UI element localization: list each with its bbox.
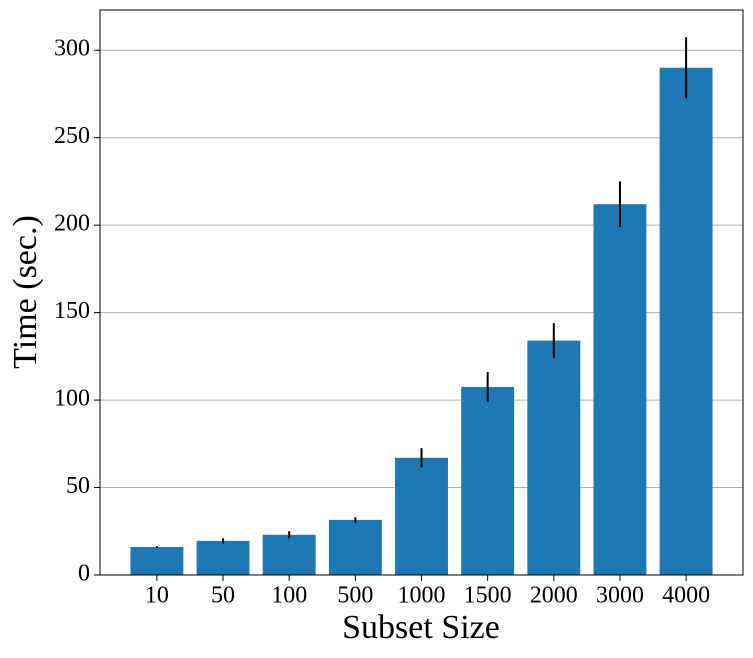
bar [461,386,515,575]
x-tick-label: 500 [337,583,373,609]
bar [593,204,647,575]
bar [130,547,184,575]
y-tick-label: 200 [54,211,90,237]
y-tick-label: 250 [54,123,90,149]
bar [395,457,448,575]
x-tick-label: 10 [145,583,169,609]
x-tick-label: 4000 [662,583,710,609]
x-tick-label: 100 [271,583,307,609]
plot-frame [99,9,744,576]
y-tick-label: 150 [54,298,90,324]
bar [659,67,713,575]
y-tick-label: 300 [54,36,90,62]
bar [262,534,316,575]
x-tick-label: 1500 [464,583,512,609]
x-tick-label: 1000 [398,583,446,609]
y-tick-label: 50 [66,473,90,499]
x-tick-label: 3000 [596,583,644,609]
bar [527,340,581,575]
x-tick-label: 50 [211,583,235,609]
y-axis-label: Time (sec.) [7,215,44,369]
x-axis-label: Subset Size [342,609,500,646]
y-tick-label: 100 [54,386,90,412]
y-tick-label: 0 [78,561,90,587]
bar [196,540,250,575]
x-tick-label: 2000 [530,583,578,609]
bar [328,519,382,575]
